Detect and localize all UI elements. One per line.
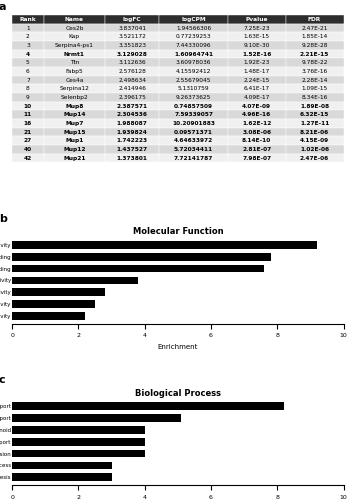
Bar [12,462,112,469]
Bar [12,253,271,260]
Bar [12,300,95,308]
Text: a: a [0,2,6,12]
Bar [12,426,145,434]
Bar [12,241,317,249]
Bar [12,474,112,481]
Bar [12,276,138,284]
X-axis label: Enrichment: Enrichment [158,344,198,350]
Bar [12,438,145,446]
Bar [12,414,181,422]
Bar [12,312,85,320]
Bar [12,450,145,458]
Text: c: c [0,376,6,386]
Title: Molecular Function: Molecular Function [133,228,223,236]
Bar [12,265,264,272]
Title: Biological Process: Biological Process [135,388,221,398]
Bar [12,402,284,410]
Bar [12,288,105,296]
Text: b: b [0,214,7,224]
